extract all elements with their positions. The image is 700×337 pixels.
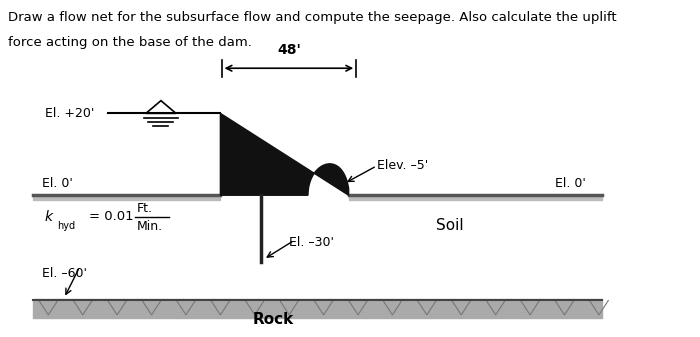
- Bar: [33, 299, 602, 318]
- Text: hyd: hyd: [57, 221, 75, 231]
- Text: $k$: $k$: [44, 210, 55, 224]
- Text: El. +20': El. +20': [46, 107, 94, 120]
- Text: El. 0': El. 0': [42, 177, 73, 190]
- Text: = 0.01: = 0.01: [89, 211, 134, 223]
- Text: force acting on the base of the dam.: force acting on the base of the dam.: [8, 36, 251, 50]
- Text: 48': 48': [277, 42, 301, 57]
- Text: Min.: Min.: [136, 220, 162, 233]
- Bar: [349, 195, 602, 200]
- Text: Elev. –5': Elev. –5': [377, 159, 428, 172]
- Text: El. –30': El. –30': [289, 236, 334, 249]
- Text: Ft.: Ft.: [136, 202, 153, 215]
- Text: El. 0': El. 0': [555, 177, 586, 190]
- Text: Draw a flow net for the subsurface flow and compute the seepage. Also calculate : Draw a flow net for the subsurface flow …: [8, 11, 616, 24]
- Bar: [33, 195, 221, 200]
- Text: El. –60': El. –60': [42, 267, 87, 280]
- Text: Rock: Rock: [253, 312, 294, 327]
- Polygon shape: [220, 113, 349, 195]
- Text: Soil: Soil: [436, 218, 464, 233]
